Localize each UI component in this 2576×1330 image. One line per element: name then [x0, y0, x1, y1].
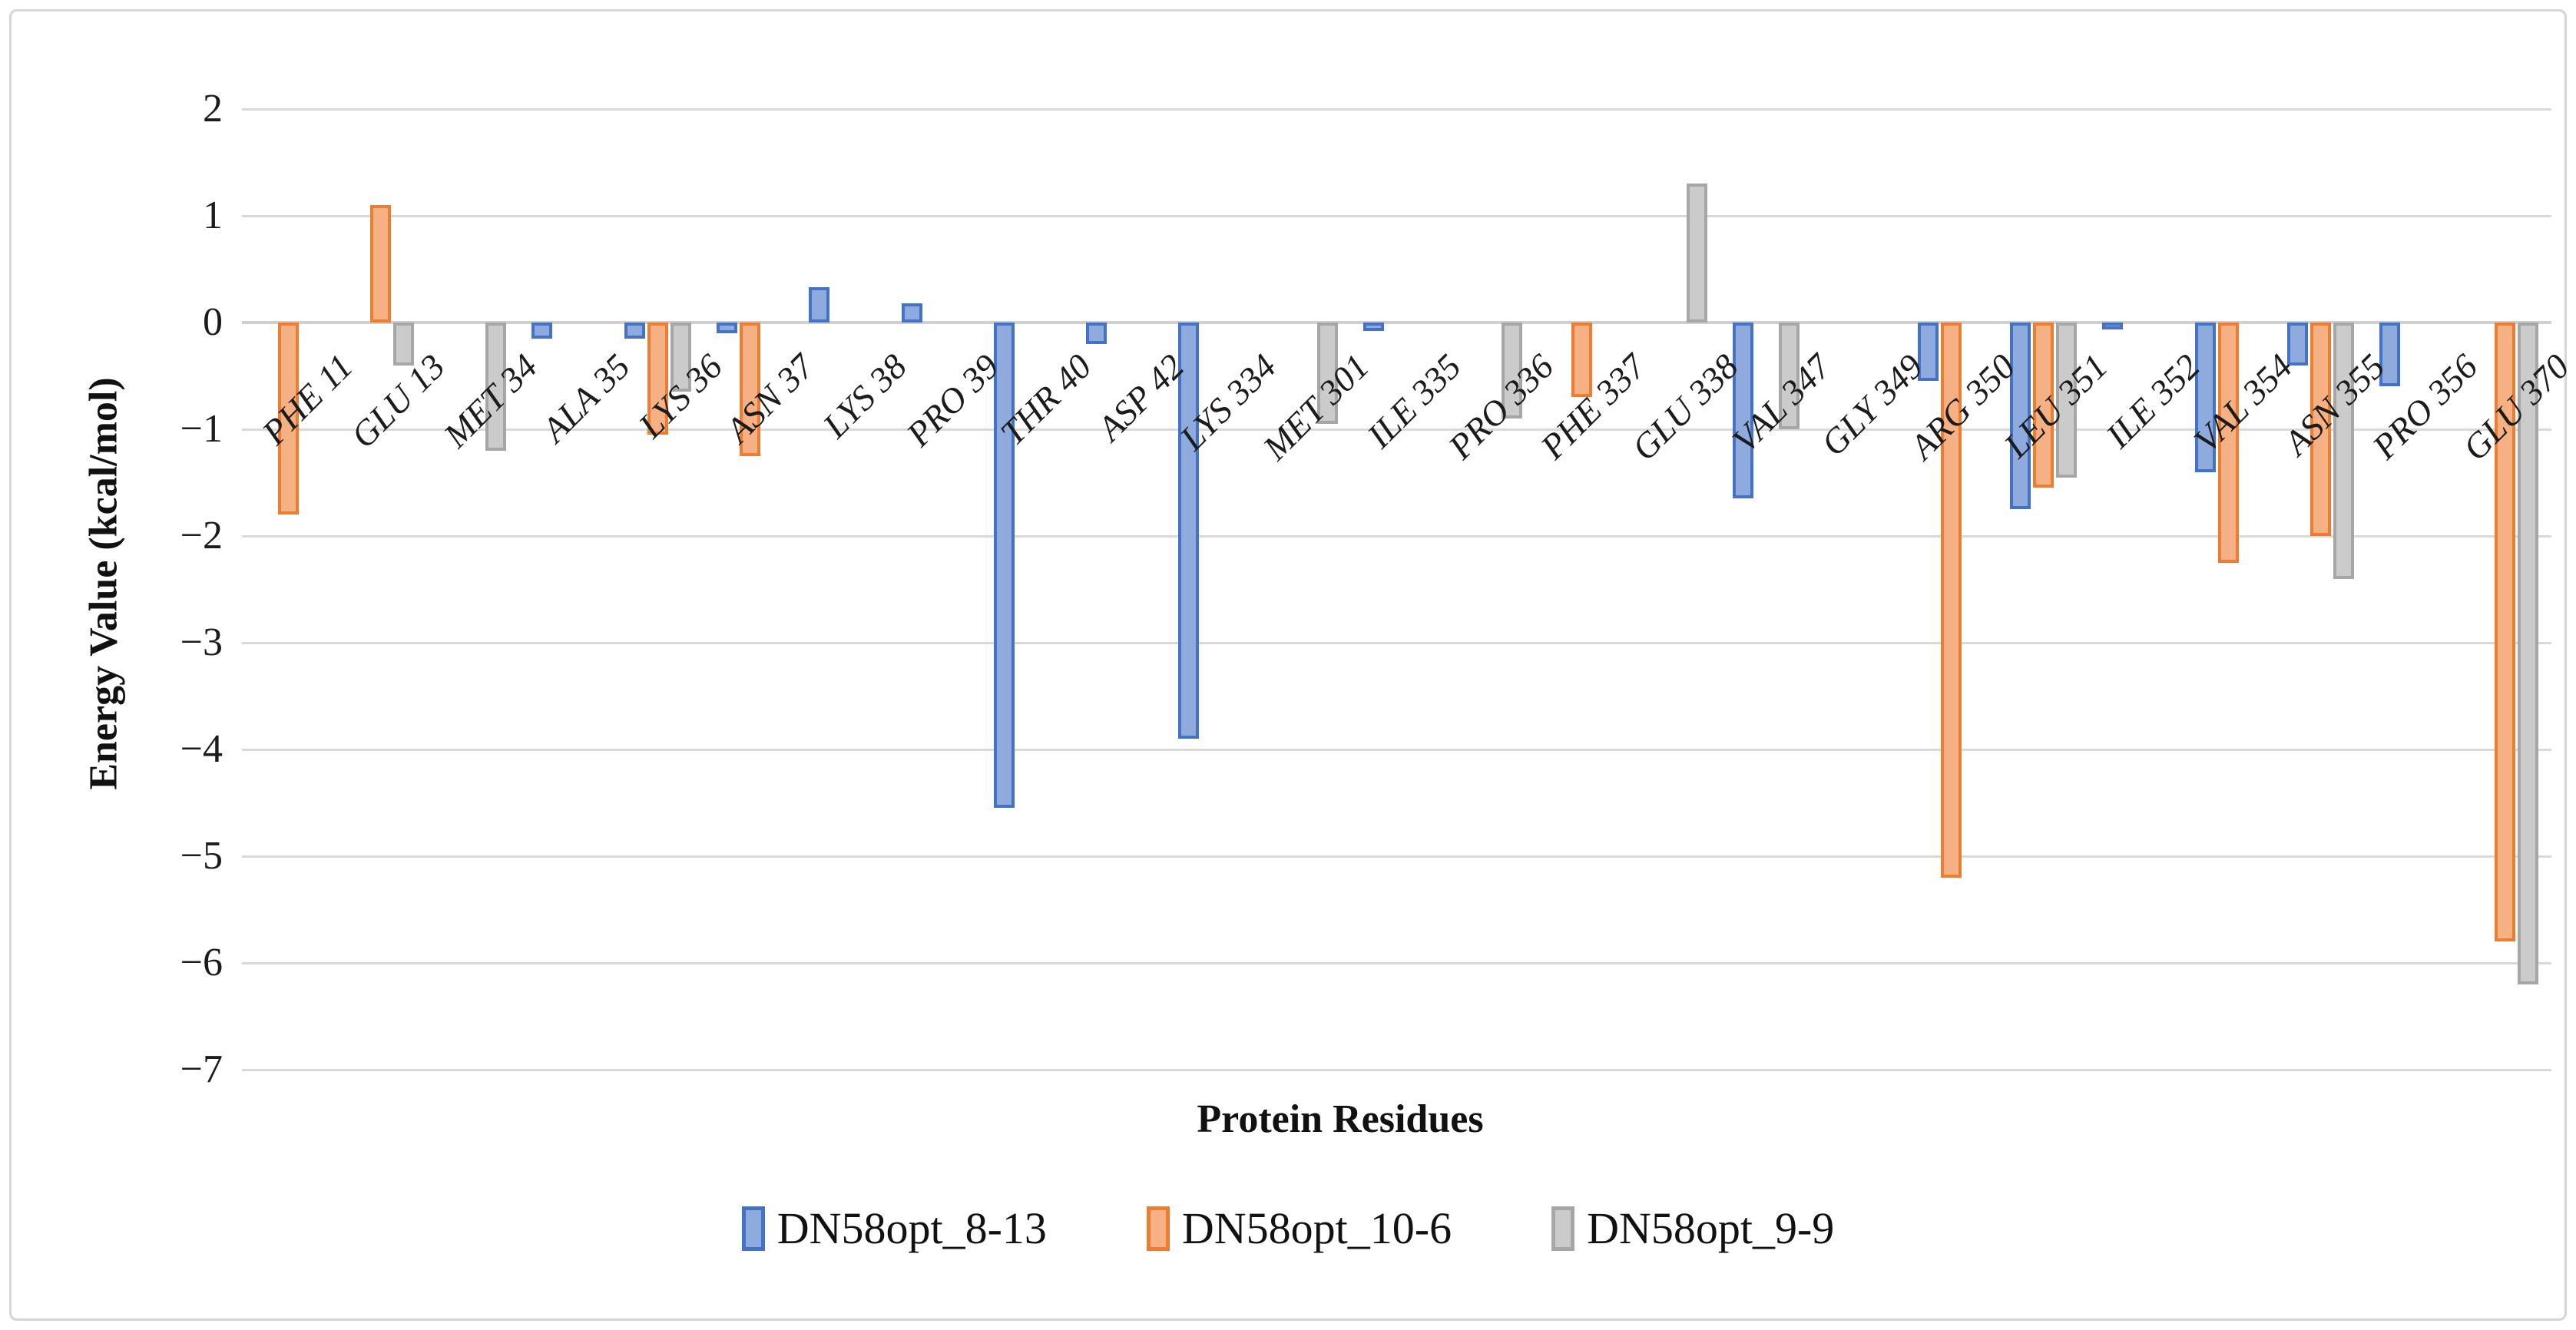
y-tick-label-6: −6 — [180, 941, 223, 984]
bar-dn58opt-9-9-asn-355 — [2333, 323, 2354, 579]
bar-dn58opt-9-9-glu-370 — [2518, 323, 2539, 984]
legend-swatch-dn58opt-9-9 — [1551, 1206, 1575, 1251]
bar-dn58opt-10-6-glu-13 — [369, 205, 391, 323]
bar-dn58opt-9-9-glu-338 — [1686, 184, 1707, 323]
y-tick-label-2: −2 — [180, 514, 223, 557]
legend-swatch-dn58opt-10-6 — [1146, 1206, 1170, 1251]
bar-dn58opt-10-6-phe-11 — [277, 323, 299, 515]
y-tick-label-2: 2 — [203, 87, 223, 131]
bar-dn58opt-10-6-val-354 — [2217, 323, 2239, 563]
bar-dn58opt-8-13-pro-356 — [2379, 323, 2401, 387]
bar-dn58opt-10-6-asn-355 — [2309, 323, 2331, 536]
y-tick-label-1: 1 — [203, 194, 223, 237]
legend: DN58opt_8-13 DN58opt_10-6 DN58opt_9-9 — [0, 1203, 2576, 1254]
bar-dn58opt-10-6-arg-350 — [1940, 323, 1962, 878]
bar-dn58opt-9-9-lys-36 — [670, 323, 691, 392]
bar-dn58opt-10-6-lys-36 — [647, 323, 668, 435]
bar-dn58opt-8-13-lys-38 — [809, 287, 830, 323]
legend-item-dn58opt-9-9: DN58opt_9-9 — [1551, 1203, 1834, 1254]
bar-dn58opt-8-13-lys-36 — [624, 323, 645, 339]
bar-dn58opt-10-6-leu-351 — [2032, 323, 2054, 488]
bar-dn58opt-8-13-val-354 — [2194, 323, 2216, 472]
bar-dn58opt-8-13-asn-355 — [2286, 323, 2308, 366]
gridline-y-2 — [242, 108, 2551, 111]
bar-dn58opt-8-13-pro-39 — [901, 303, 922, 323]
gridline-y-6 — [242, 962, 2551, 964]
bar-dn58opt-9-9-pro-336 — [1502, 323, 1523, 419]
x-axis-title: Protein Residues — [1197, 1097, 1484, 1141]
gridline-y-1 — [242, 428, 2551, 431]
bar-dn58opt-10-6-phe-337 — [1571, 323, 1592, 398]
chart-border — [9, 9, 2567, 1321]
legend-item-dn58opt-8-13: DN58opt_8-13 — [741, 1203, 1047, 1254]
gridline-y-7 — [242, 1069, 2551, 1071]
bar-dn58opt-9-9-glu-13 — [392, 323, 414, 366]
y-tick-label-0: 0 — [203, 300, 223, 344]
bar-dn58opt-8-13-ile-352 — [2102, 323, 2124, 329]
gridline-y-4 — [242, 749, 2551, 751]
gridline-y-2 — [242, 535, 2551, 538]
gridline-y-1 — [242, 215, 2551, 217]
bar-dn58opt-8-13-arg-350 — [1917, 323, 1939, 382]
bar-dn58opt-8-13-ala-35 — [531, 323, 553, 339]
legend-item-dn58opt-10-6: DN58opt_10-6 — [1146, 1203, 1452, 1254]
y-tick-label-7: −7 — [180, 1047, 223, 1091]
y-tick-label-3: −3 — [180, 620, 223, 664]
bar-dn58opt-9-9-met-34 — [485, 323, 507, 451]
bar-dn58opt-9-9-leu-351 — [2055, 323, 2077, 478]
gridline-y-3 — [242, 642, 2551, 644]
gridline-y-0 — [242, 321, 2551, 324]
bar-dn58opt-8-13-thr-40 — [993, 323, 1015, 809]
legend-swatch-dn58opt-8-13 — [741, 1206, 765, 1251]
legend-label-dn58opt-9-9: DN58opt_9-9 — [1587, 1203, 1835, 1253]
bar-dn58opt-10-6-glu-370 — [2495, 323, 2516, 942]
y-tick-label-5: −5 — [180, 834, 223, 878]
gridline-y-5 — [242, 855, 2551, 858]
bar-dn58opt-9-9-val-347 — [1779, 323, 1800, 429]
bar-dn58opt-10-6-asn-37 — [740, 323, 761, 456]
bar-dn58opt-8-13-asp-42 — [1086, 323, 1108, 344]
bar-dn58opt-8-13-lys-334 — [1178, 323, 1200, 739]
bar-dn58opt-9-9-met-301 — [1316, 323, 1338, 425]
bar-dn58opt-8-13-leu-351 — [2009, 323, 2031, 510]
y-tick-label-1: −1 — [180, 407, 223, 451]
legend-label-dn58opt-8-13: DN58opt_8-13 — [776, 1203, 1047, 1253]
bar-dn58opt-8-13-asn-37 — [717, 323, 738, 333]
bar-dn58opt-8-13-ile-335 — [1363, 323, 1384, 332]
y-tick-label-4: −4 — [180, 727, 223, 771]
legend-label-dn58opt-10-6: DN58opt_10-6 — [1181, 1203, 1452, 1253]
bar-dn58opt-8-13-val-347 — [1733, 323, 1754, 499]
